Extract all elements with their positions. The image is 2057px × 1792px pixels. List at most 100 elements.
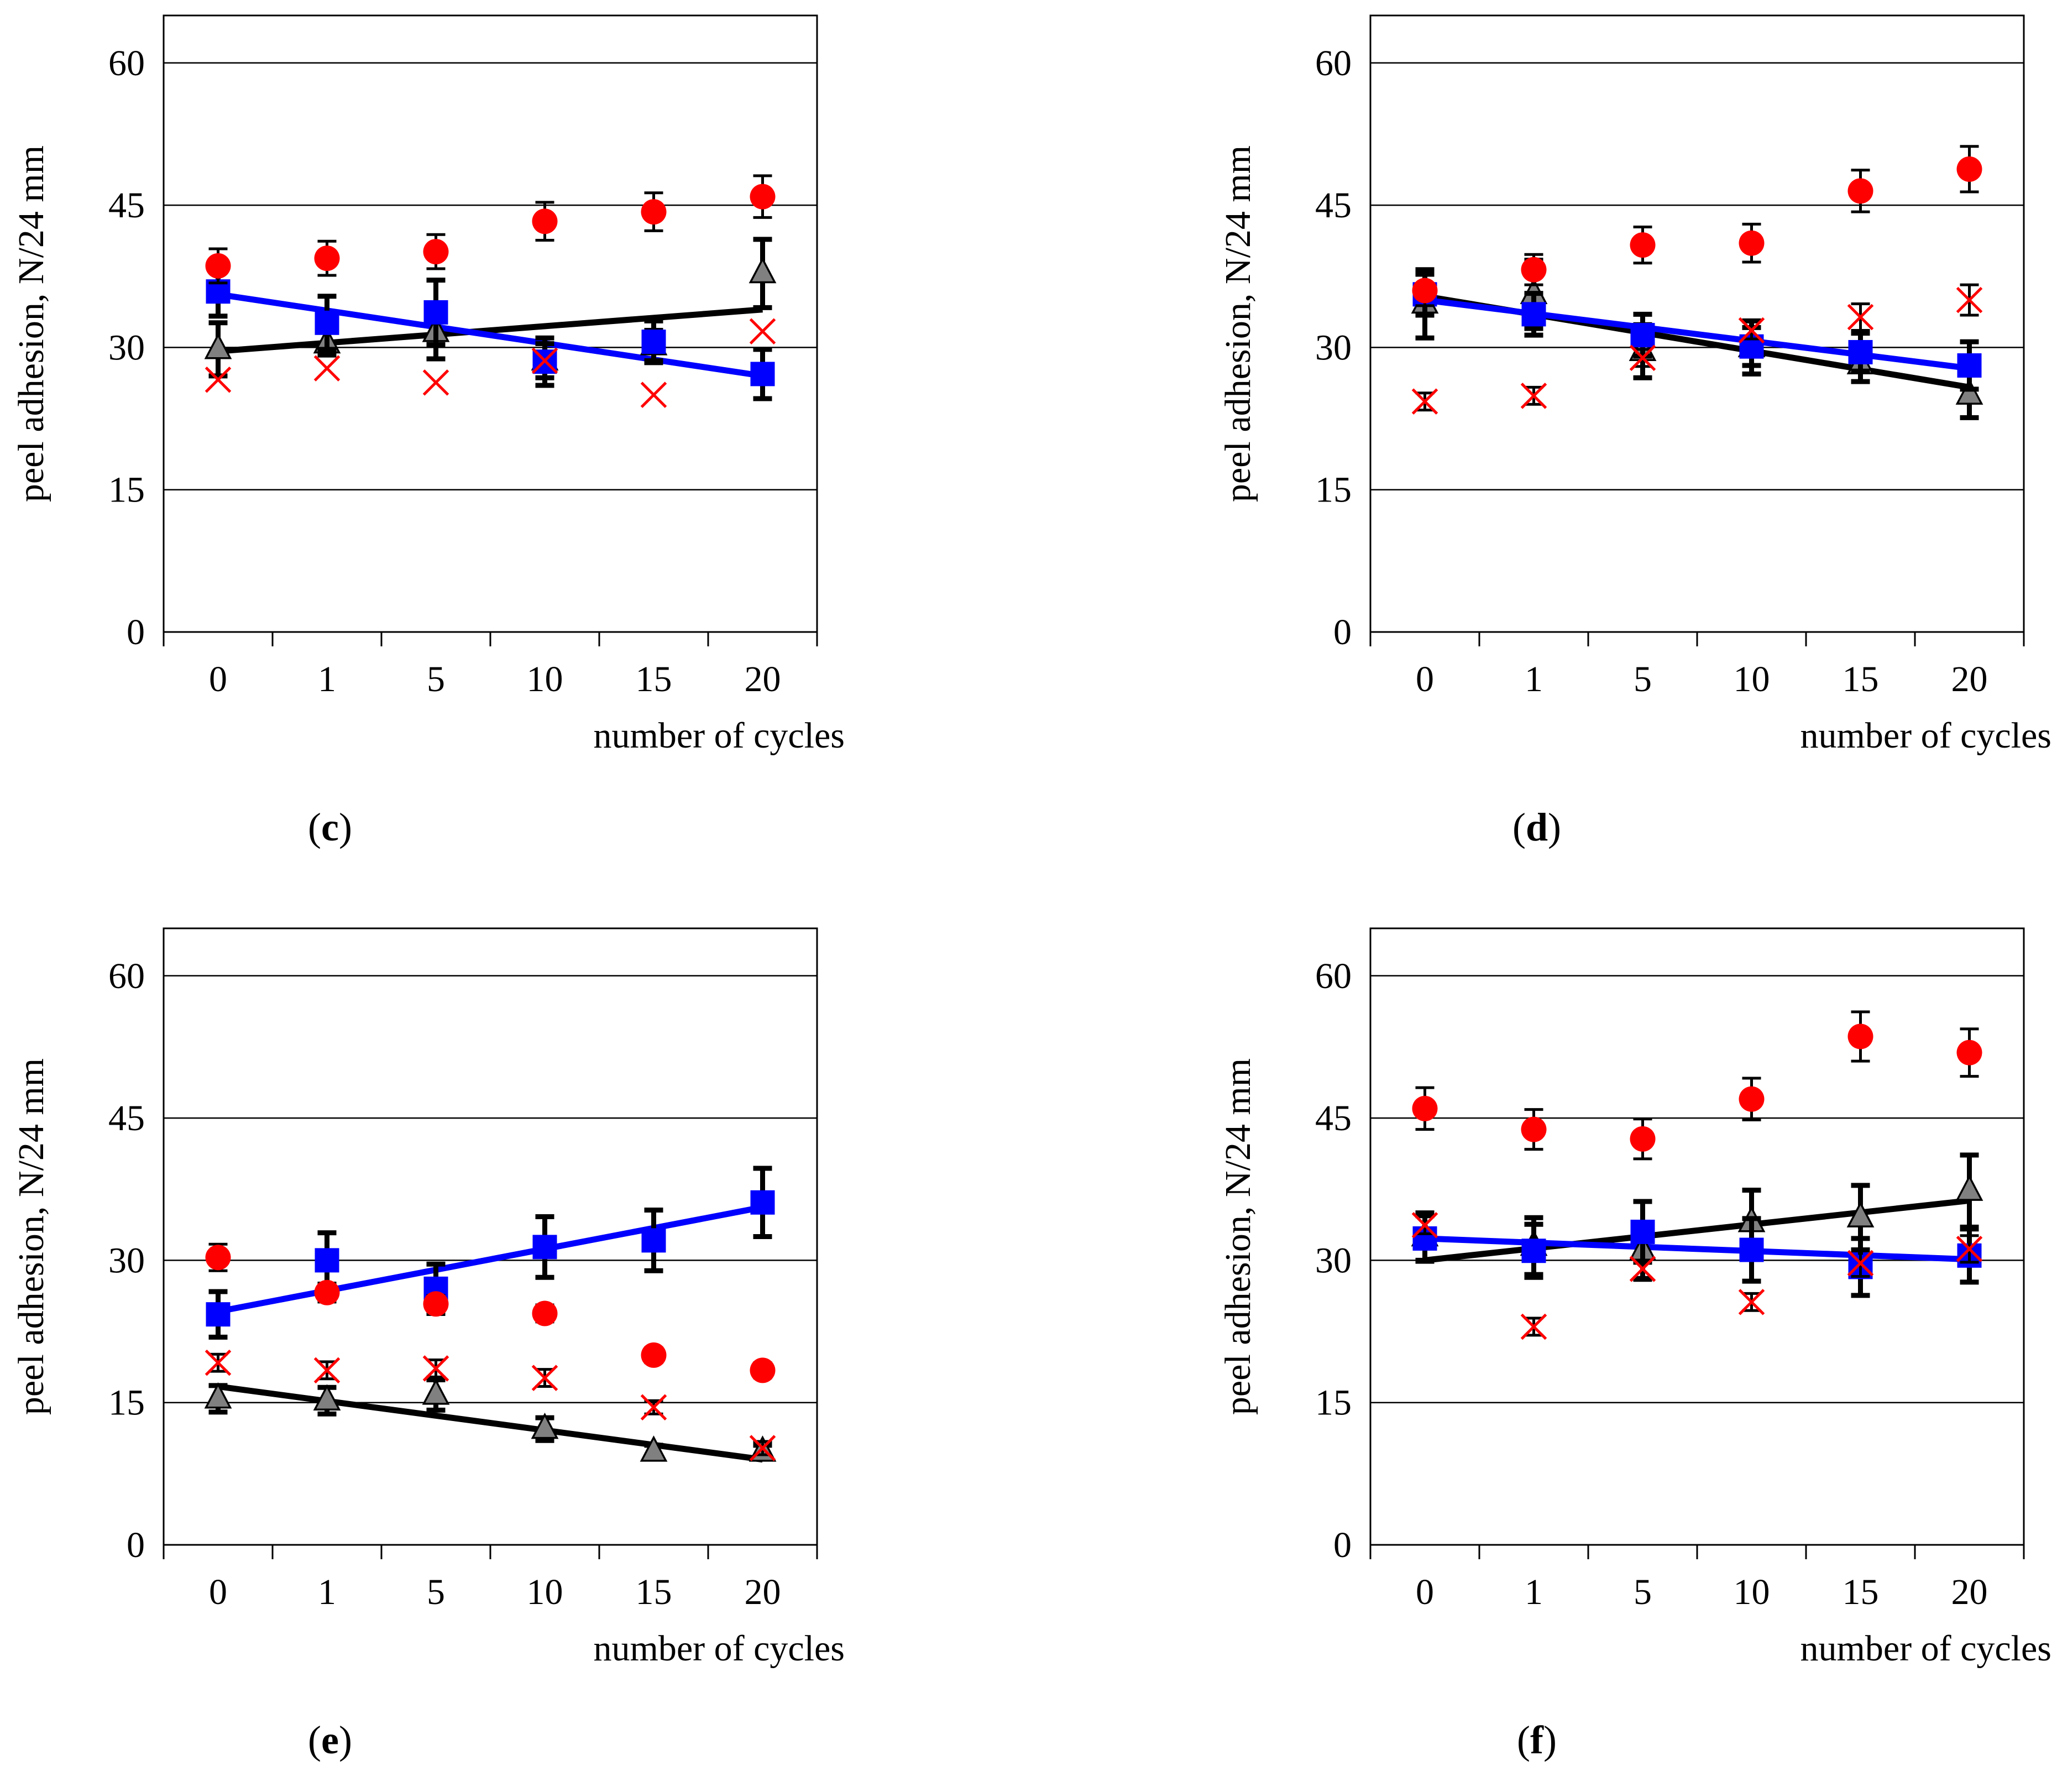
point-circle-20: [750, 184, 776, 210]
x-tick-label: 5: [427, 1572, 445, 1612]
trend-line-square: [1424, 297, 1970, 372]
point-circle-20: [750, 1357, 776, 1383]
x-tick-label: 20: [745, 659, 781, 699]
point-cross-0: [1411, 388, 1438, 415]
y-tick-label: 45: [108, 185, 145, 226]
point-cross-1: [1520, 1313, 1547, 1340]
point-square-5: [1630, 1219, 1655, 1244]
y-tick-label: 0: [127, 612, 145, 652]
x-tick-label: 1: [1525, 1572, 1543, 1612]
x-axis-title: number of cycles: [594, 1628, 845, 1669]
point-circle-0: [1412, 1095, 1438, 1121]
point-cross-10: [1738, 1289, 1765, 1315]
point-cross-20: [749, 318, 776, 344]
x-tick-label: 0: [1416, 659, 1434, 699]
trend-line-triangle: [218, 306, 763, 354]
point-cross-15: [1847, 304, 1874, 331]
trend-line-square: [1425, 1235, 1970, 1263]
point-circle-1: [314, 245, 340, 271]
point-cross-5: [1629, 344, 1656, 372]
caption-close: ): [1548, 805, 1561, 849]
caption-open: (: [308, 805, 321, 849]
point-square-20: [750, 1190, 775, 1215]
y-tick-label: 30: [108, 327, 145, 368]
point-cross-10: [531, 1365, 558, 1391]
point-circle-0: [205, 1245, 231, 1271]
point-circle-15: [641, 199, 667, 225]
panel-caption: (f): [1517, 1718, 1557, 1762]
y-tick-label: 15: [1315, 1383, 1352, 1423]
plot-area: [163, 927, 818, 1546]
x-tick-label: 10: [1734, 1572, 1770, 1612]
point-square-5: [1630, 323, 1655, 348]
point-circle-20: [1956, 1039, 1982, 1065]
caption-open: (: [308, 1718, 321, 1762]
point-circle-10: [532, 208, 558, 234]
point-cross-1: [313, 355, 341, 382]
x-tick-label: 15: [1843, 1572, 1879, 1612]
point-circle-5: [1630, 1126, 1656, 1152]
caption-open: (: [1517, 1718, 1530, 1762]
point-square-20: [1957, 353, 1982, 378]
trend-line-square: [217, 1204, 763, 1315]
caption-letter: e: [321, 1718, 339, 1762]
point-triangle-20: [749, 257, 777, 284]
caption-close: ): [339, 805, 352, 849]
x-tick-label: 10: [527, 659, 563, 699]
x-tick-label: 20: [1951, 659, 1988, 699]
point-circle-1: [314, 1279, 340, 1305]
point-square-10: [532, 1235, 557, 1260]
point-circle-10: [1739, 1086, 1765, 1112]
y-tick-label: 30: [1315, 327, 1352, 368]
caption-letter: d: [1526, 805, 1548, 849]
point-cross-20: [1956, 1236, 1983, 1262]
x-tick-label: 10: [1734, 659, 1770, 699]
x-tick-label: 0: [209, 659, 227, 699]
point-circle-15: [1847, 1023, 1873, 1049]
y-tick-label: 45: [1315, 185, 1352, 226]
point-cross-10: [531, 347, 558, 374]
point-square-20: [750, 362, 775, 386]
point-square-5: [423, 300, 448, 325]
point-circle-10: [532, 1300, 558, 1326]
x-tick-label: 5: [1634, 1572, 1652, 1612]
point-cross-0: [1411, 1212, 1438, 1239]
x-axis-title: number of cycles: [594, 715, 845, 756]
x-tick-label: 20: [745, 1572, 781, 1612]
point-square-15: [1848, 339, 1873, 364]
x-tick-label: 15: [636, 659, 672, 699]
point-circle-15: [1847, 178, 1873, 204]
point-cross-10: [1738, 317, 1765, 344]
point-circle-10: [1739, 230, 1765, 256]
point-circle-0: [1412, 278, 1438, 304]
point-square-1: [1521, 1239, 1546, 1263]
y-tick-label: 15: [108, 470, 145, 510]
caption-close: ): [1543, 1718, 1557, 1762]
x-tick-label: 15: [1843, 659, 1879, 699]
x-tick-label: 5: [1634, 659, 1652, 699]
y-tick-label: 15: [108, 1383, 145, 1423]
point-cross-15: [640, 382, 667, 408]
x-tick-label: 0: [209, 1572, 227, 1612]
point-triangle-10: [531, 1412, 559, 1439]
caption-open: (: [1512, 805, 1526, 849]
caption-letter: c: [321, 805, 339, 849]
y-axis-title: peel adhesion, N/24 mm: [1218, 1058, 1258, 1415]
y-tick-label: 0: [127, 1525, 145, 1565]
point-triangle-1: [313, 1384, 341, 1410]
x-tick-label: 0: [1416, 1572, 1434, 1612]
caption-letter: f: [1530, 1718, 1544, 1762]
point-circle-5: [423, 1291, 449, 1317]
point-circle-5: [423, 239, 449, 265]
point-square-15: [641, 1228, 666, 1253]
y-tick-label: 15: [1315, 470, 1352, 510]
point-triangle-20: [1955, 1174, 1983, 1201]
point-square-1: [315, 310, 339, 335]
point-circle-0: [205, 253, 231, 279]
point-cross-0: [205, 366, 232, 393]
point-triangle-0: [204, 1382, 232, 1409]
plot-area: [1369, 14, 2025, 633]
